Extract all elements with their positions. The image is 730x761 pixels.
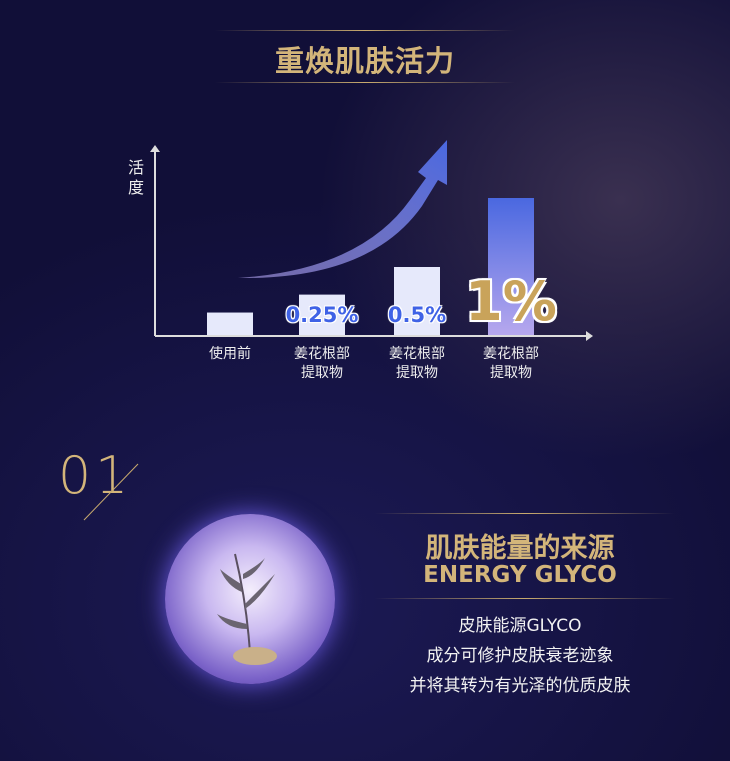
x-tick-label: 使用前 xyxy=(185,345,275,364)
divider xyxy=(375,598,675,599)
description-line: 并将其转为有光泽的优质皮肤 xyxy=(409,676,631,696)
data-label: 0.25% xyxy=(285,303,359,327)
y-axis-arrow xyxy=(150,145,160,152)
description-line: 皮肤能源GLYCO xyxy=(458,616,582,636)
y-axis-label: 活度 xyxy=(128,158,145,197)
divider xyxy=(215,82,515,83)
x-axis-arrow xyxy=(586,331,593,341)
x-tick-label-line: 姜花根部 xyxy=(389,346,445,362)
bar xyxy=(394,267,440,336)
bar xyxy=(207,312,253,336)
ginger-plant-icon xyxy=(217,553,277,665)
data-label: 0.5% xyxy=(387,303,447,327)
section-heading: 肌肤能量的来源 xyxy=(425,533,615,564)
x-tick-label-line: 提取物 xyxy=(396,365,438,381)
ginger-sphere-image xyxy=(165,514,335,684)
x-tick-label: 姜花根部 提取物 xyxy=(277,345,367,383)
page-title: 重焕肌肤活力 xyxy=(274,44,455,78)
x-tick-label-line: 使用前 xyxy=(209,346,251,362)
x-tick-label-line: 提取物 xyxy=(490,365,532,381)
divider xyxy=(215,30,515,31)
description-line: 成分可修护皮肤衰老迹象 xyxy=(426,646,614,666)
slash-decoration xyxy=(83,463,139,521)
trend-arrow xyxy=(238,140,447,279)
section-number: 01 xyxy=(58,446,133,506)
divider xyxy=(375,513,675,514)
bar xyxy=(299,294,345,336)
bar xyxy=(488,198,534,336)
x-tick-label-line: 提取物 xyxy=(301,365,343,381)
x-tick-label: 姜花根部 提取物 xyxy=(372,345,462,383)
data-label: 1% xyxy=(465,270,557,333)
x-tick-label: 姜花根部 提取物 xyxy=(466,345,556,383)
x-tick-label-line: 姜花根部 xyxy=(483,346,539,362)
section-subheading: ENERGY GLYCO xyxy=(423,562,617,588)
x-tick-label-line: 姜花根部 xyxy=(294,346,350,362)
bar-chart xyxy=(150,140,593,341)
